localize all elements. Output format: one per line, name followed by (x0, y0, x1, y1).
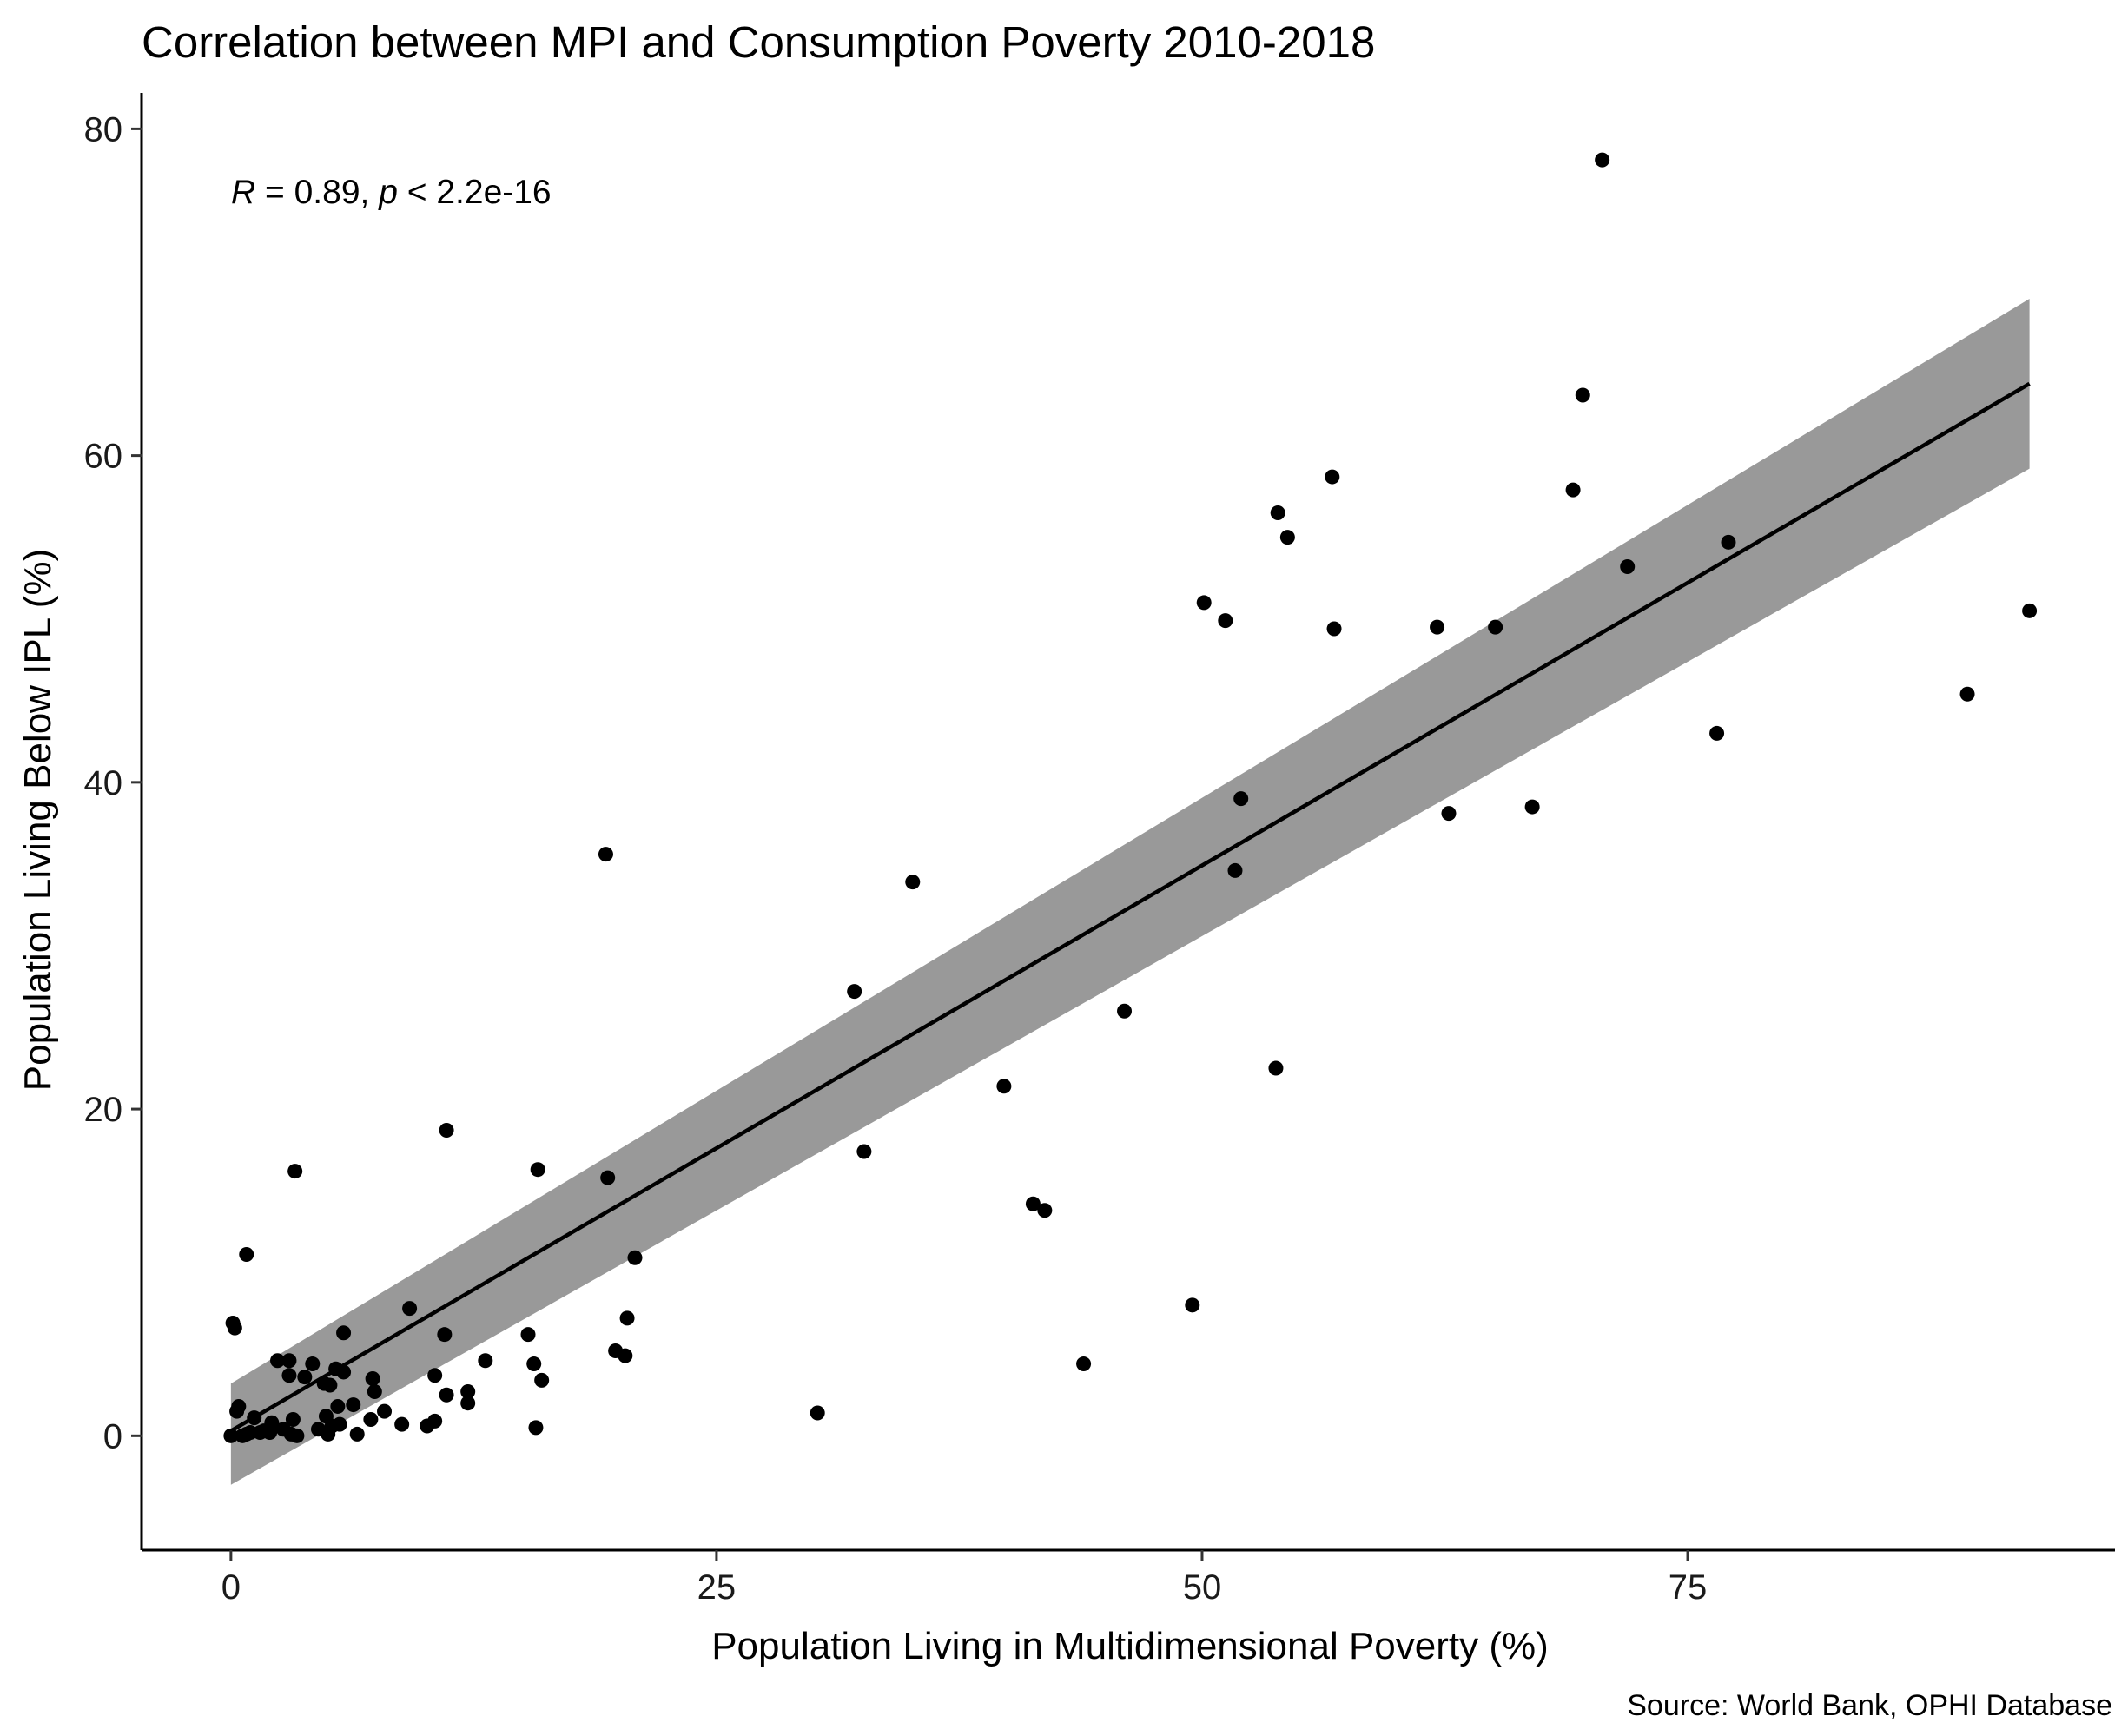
data-point (600, 1170, 616, 1185)
data-point (1709, 725, 1725, 741)
data-point (460, 1384, 476, 1400)
data-point (1270, 505, 1285, 520)
data-point (427, 1413, 443, 1429)
data-point (1575, 387, 1590, 403)
data-point (1185, 1297, 1200, 1313)
data-point (223, 1428, 239, 1443)
data-point (285, 1412, 301, 1428)
y-tick-label: 20 (84, 1091, 123, 1129)
data-point (367, 1384, 382, 1400)
data-point (1326, 621, 1342, 637)
y-axis: 0 20 40 60 80 (84, 93, 143, 1550)
data-point (847, 984, 862, 1000)
x-axis-title: Population Living in Multidimensional Po… (711, 1625, 1549, 1667)
data-point (439, 1387, 454, 1403)
data-point (528, 1420, 544, 1436)
data-point (619, 1310, 635, 1326)
data-point (427, 1368, 443, 1383)
data-point (289, 1428, 305, 1443)
data-point (227, 1320, 242, 1336)
data-point (534, 1372, 550, 1388)
x-axis: 0 25 50 75 (142, 1548, 2115, 1607)
data-point (402, 1301, 418, 1317)
data-point (1595, 152, 1610, 168)
data-point (996, 1079, 1012, 1094)
data-point (460, 1396, 476, 1411)
y-tick-label: 0 (103, 1417, 122, 1455)
data-point (1025, 1196, 1041, 1211)
y-tick-label: 80 (84, 110, 123, 149)
data-point (1037, 1203, 1053, 1218)
data-point (332, 1416, 347, 1432)
data-point (287, 1164, 303, 1179)
data-point (1076, 1356, 1092, 1372)
data-point (1721, 534, 1736, 550)
data-point (297, 1370, 313, 1385)
data-point (363, 1412, 379, 1428)
data-point (1117, 1003, 1133, 1019)
plot-area (223, 152, 2038, 1485)
data-point (1565, 482, 1581, 498)
data-point (349, 1426, 365, 1442)
data-point (305, 1356, 321, 1372)
x-tick-label: 0 (221, 1568, 241, 1607)
data-point (1959, 686, 1975, 702)
data-point (526, 1356, 542, 1372)
data-point (281, 1368, 297, 1383)
data-point (627, 1250, 643, 1265)
data-point (856, 1144, 872, 1159)
data-point (264, 1415, 280, 1430)
y-tick-label: 40 (84, 764, 123, 802)
data-point (520, 1327, 536, 1343)
data-point (598, 847, 613, 862)
data-point (478, 1353, 493, 1369)
data-point (530, 1162, 545, 1178)
data-point (439, 1123, 454, 1139)
data-point (346, 1397, 361, 1413)
data-point (281, 1353, 297, 1369)
data-point (437, 1327, 453, 1343)
data-point (2022, 603, 2038, 618)
data-point (239, 1247, 254, 1263)
data-point (394, 1416, 410, 1432)
data-point (1227, 862, 1243, 878)
data-point (330, 1398, 346, 1414)
data-point (322, 1377, 338, 1393)
data-point (231, 1398, 247, 1414)
y-tick-label: 60 (84, 438, 123, 476)
p-value: < 2.2e-16 (398, 174, 552, 211)
data-point (1268, 1060, 1284, 1076)
x-tick-label: 25 (697, 1568, 737, 1607)
data-point (1233, 791, 1249, 807)
data-point (1488, 619, 1503, 635)
correlation-annotation: R = 0.89, p < 2.2e-16 (231, 174, 552, 211)
data-point (336, 1325, 352, 1341)
p-symbol: p (378, 174, 398, 211)
x-tick-label: 75 (1669, 1568, 1708, 1607)
data-point (1620, 559, 1636, 575)
y-axis-title: Population Living Below IPL (%) (17, 549, 59, 1092)
data-point (1430, 619, 1445, 635)
data-point (618, 1348, 633, 1363)
data-point (1524, 799, 1540, 815)
confidence-band (230, 299, 2030, 1485)
data-point (1325, 469, 1340, 485)
data-point (1196, 595, 1212, 611)
data-point (377, 1403, 393, 1419)
x-tick-label: 50 (1183, 1568, 1222, 1607)
r-value: = 0.89, (255, 174, 379, 211)
data-point (365, 1370, 380, 1386)
source-caption: Source: World Bank, OPHI Database (1627, 1689, 2112, 1722)
regression-line (229, 381, 2031, 1433)
data-point (810, 1405, 825, 1421)
data-point (905, 875, 921, 890)
data-point (270, 1353, 286, 1369)
data-point (1441, 806, 1457, 822)
data-point (1218, 613, 1233, 629)
chart-title: Correlation between MPI and Consumption … (142, 17, 1375, 67)
data-point (1279, 530, 1295, 545)
r-symbol: R (231, 174, 255, 211)
